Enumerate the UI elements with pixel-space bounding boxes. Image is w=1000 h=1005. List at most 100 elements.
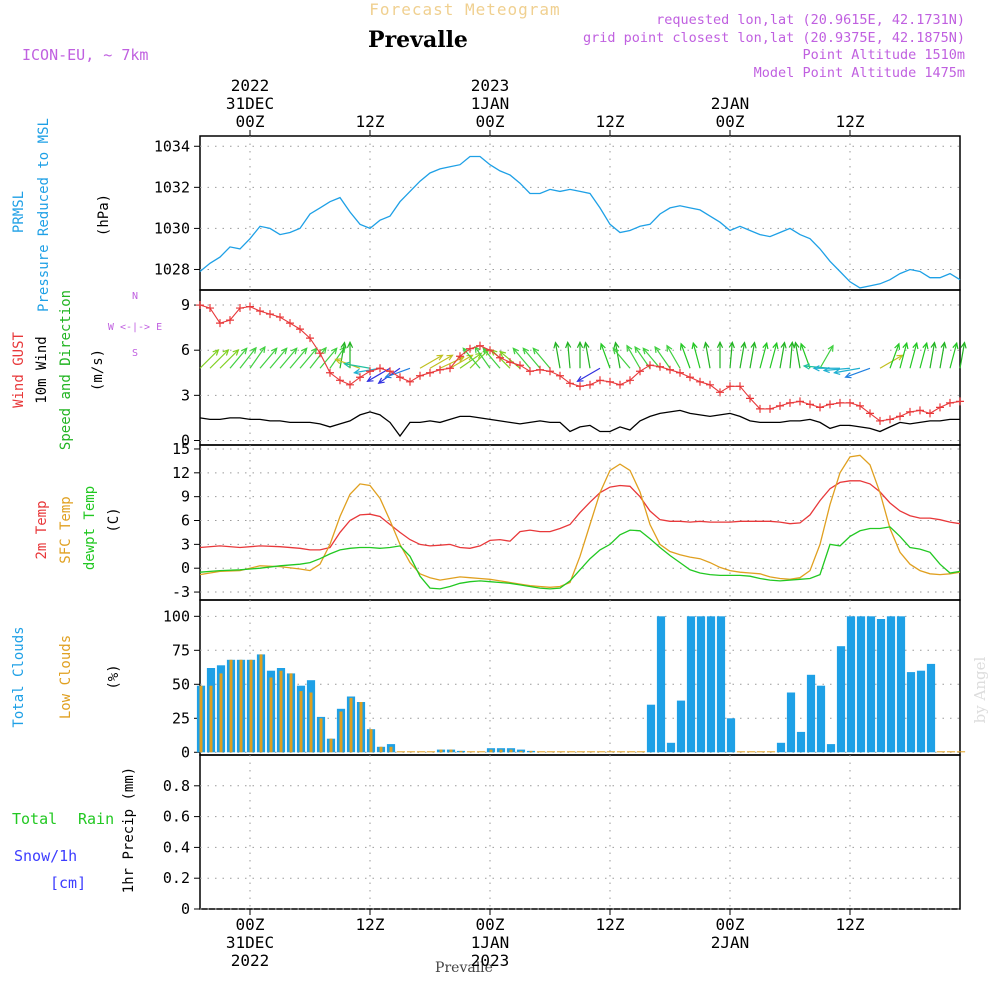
wind-arrow	[899, 342, 908, 369]
low-cloud-bar	[369, 729, 373, 753]
wind-arrow-head	[750, 341, 757, 349]
ytick-label-clouds: 25	[172, 709, 190, 727]
wind-arrow	[824, 367, 851, 372]
low-cloud-bar	[239, 659, 243, 753]
wind-arrow-head	[353, 368, 361, 375]
wind-arrow-head	[436, 354, 444, 361]
low-cloud-bar	[279, 670, 283, 753]
zero-cloud-bar	[546, 751, 556, 753]
wind-arrow	[339, 342, 346, 369]
panel-frame-precip	[199, 754, 961, 910]
temp-side-labels: 2m Temp SFC Temp dewpt Temp (C)	[34, 486, 122, 570]
wind-gust-marker	[446, 364, 454, 373]
total-cloud-bar	[856, 616, 866, 753]
wind-arrow-head	[762, 341, 769, 350]
wind-gust-marker	[496, 353, 504, 362]
wind-gust-marker	[866, 409, 874, 418]
low-cloud-bar	[329, 738, 333, 753]
time-label-bottom: 00Z	[236, 915, 265, 934]
wind-gust-marker	[656, 362, 664, 371]
wind-arrow	[279, 347, 298, 369]
wind-arrow	[919, 342, 928, 369]
wind-arrow	[269, 347, 288, 369]
model-label: ICON-EU, ~ 7km	[22, 46, 148, 64]
wind-gust-marker	[796, 397, 804, 406]
ytick-label-temperature: 6	[181, 512, 190, 530]
wind-gust-marker	[686, 373, 694, 382]
requested-coords: requested lon,lat (20.9615E, 42.1731N)	[656, 12, 965, 28]
wind-gust-marker	[826, 400, 834, 409]
wind-arrow-head	[259, 345, 266, 353]
wind-gust-marker	[776, 401, 784, 410]
time-label-bottom: 2022	[231, 951, 270, 970]
wind-arrow-head	[475, 352, 483, 359]
low-cloud-bar	[259, 654, 263, 753]
wind-gust-marker	[256, 307, 264, 316]
temp-2m-label: 2m Temp	[34, 500, 50, 559]
low-cloud-bar	[529, 750, 533, 753]
zero-cloud-bar	[576, 751, 586, 753]
wind-arrow	[614, 342, 621, 369]
wind-arrow	[229, 347, 248, 369]
wind-gust-marker	[726, 382, 734, 391]
wind-arrow-head	[334, 358, 342, 365]
compass-we: W <-|-> E	[108, 322, 162, 333]
wind-arrow-head	[346, 340, 354, 348]
zero-cloud-bar	[426, 751, 436, 753]
zero-cloud-bar	[746, 751, 756, 753]
low-cloud-bar	[499, 749, 503, 753]
panel-frame-pressure	[199, 135, 961, 291]
wind-arrow-head	[827, 344, 834, 352]
time-label-top: 2JAN	[711, 94, 750, 113]
wind-arrow-head	[446, 354, 454, 361]
wind-arrow-head	[613, 341, 620, 349]
zero-cloud-bar	[956, 751, 966, 753]
wind-arrow	[612, 347, 631, 369]
ytick-label-precip: 0.8	[163, 777, 190, 795]
wind-gust-marker	[806, 400, 814, 409]
time-label-bottom: 00Z	[476, 915, 505, 934]
wind-arrow-head	[240, 347, 248, 355]
wind-arrow	[532, 347, 551, 369]
temp-unit: (C)	[106, 507, 122, 532]
temperature-plot	[199, 454, 961, 590]
wind-arrow-head	[844, 372, 852, 379]
wind-arrow-head	[384, 372, 392, 379]
wind-arrow-head	[583, 341, 590, 349]
wind-arrow-head	[280, 347, 288, 355]
wind-arrow-head	[912, 341, 919, 350]
wind-arrow	[299, 347, 318, 369]
total-cloud-bar	[816, 685, 826, 753]
ytick-label-wind: 0	[181, 431, 190, 449]
low-cloud-bar	[389, 746, 393, 753]
total-cloud-bar	[866, 616, 876, 753]
wind-gust-marker	[766, 404, 774, 413]
wind-gust-marker	[786, 398, 794, 407]
wind-gust-marker	[526, 367, 534, 376]
wind-arrow-head	[952, 341, 959, 350]
total-label: Total	[12, 810, 57, 828]
pressure-unit: (hPa)	[96, 194, 112, 236]
wind-10m-label: 10m Wind	[34, 336, 50, 403]
wind-gust-marker	[546, 367, 554, 376]
cloud-plot	[196, 616, 966, 753]
temp-dewpt-line	[199, 526, 961, 590]
wind-arrow	[959, 342, 966, 369]
total-cloud-bar	[656, 616, 666, 753]
wind-gust-marker	[376, 364, 384, 373]
low-cloud-bar	[219, 673, 223, 753]
ytick-label-precip: 0.6	[163, 808, 190, 826]
low-cloud-bar	[319, 718, 323, 753]
wind-arrow	[769, 342, 778, 369]
time-label-top: 12Z	[356, 112, 385, 131]
ytick-label-wind: 3	[181, 386, 190, 404]
wind-arrow	[704, 342, 711, 369]
wind-gust-marker	[906, 407, 914, 416]
wind-arrow	[567, 342, 571, 369]
wind-gust-marker	[266, 310, 274, 319]
snow-label: Snow/1h	[14, 847, 77, 865]
wind-gust-marker	[306, 334, 314, 343]
wind-arrow	[789, 342, 793, 369]
total-cloud-bar	[786, 692, 796, 753]
wind-gust-marker	[846, 398, 854, 407]
